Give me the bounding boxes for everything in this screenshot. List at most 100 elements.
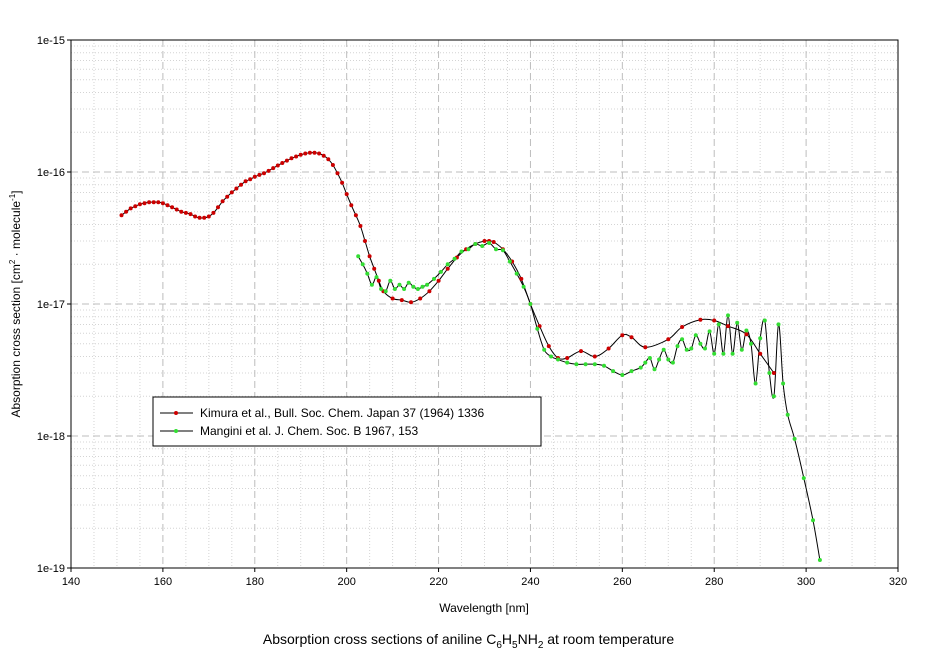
data-point-series-1 (369, 282, 374, 287)
legend-marker-mangini (174, 429, 178, 433)
data-point-series-0 (216, 205, 220, 210)
data-point-series-0 (206, 214, 211, 219)
data-point-series-1 (703, 346, 707, 351)
data-point-series-1 (402, 287, 407, 291)
data-point-series-0 (349, 203, 354, 208)
data-point-series-0 (579, 349, 583, 354)
data-point-series-0 (353, 213, 358, 218)
data-point-series-1 (360, 262, 365, 267)
x-tick-label: 180 (246, 576, 264, 588)
data-point-series-0 (275, 163, 280, 168)
data-point-series-1 (785, 412, 790, 417)
data-point-series-0 (303, 151, 308, 156)
data-point-series-0 (546, 344, 551, 349)
data-point-series-0 (229, 190, 234, 195)
data-point-series-0 (124, 209, 129, 214)
legend-label-mangini: Mangini et al. J. Chem. Soc. B 1967, 153 (200, 424, 418, 438)
legend-label-kimura: Kimura et al., Bull. Soc. Chem. Japan 37… (200, 406, 484, 420)
y-tick-label: 1e-17 (37, 299, 65, 311)
data-point-series-1 (432, 276, 436, 281)
data-point-series-1 (771, 394, 776, 399)
data-point-series-1 (666, 357, 671, 362)
data-point-series-1 (365, 271, 370, 276)
data-point-series-0 (758, 351, 763, 356)
data-point-series-0 (147, 200, 152, 205)
data-point-series-1 (583, 362, 588, 367)
data-point-series-0 (156, 200, 161, 205)
legend-box (152, 396, 542, 447)
data-point-series-0 (234, 186, 239, 191)
data-point-series-1 (420, 284, 425, 289)
data-point-series-0 (170, 205, 175, 210)
data-point-series-0 (243, 179, 248, 184)
data-point-series-1 (473, 242, 478, 246)
data-point-series-1 (556, 357, 560, 362)
data-point-series-1 (611, 369, 616, 374)
data-point-series-1 (661, 347, 666, 352)
data-point-series-0 (390, 296, 395, 301)
data-point-series-0 (326, 157, 331, 162)
data-point-series-0 (307, 150, 312, 155)
data-point-series-1 (749, 341, 753, 346)
y-tick-label: 1e-19 (37, 563, 65, 575)
data-point-series-0 (142, 201, 147, 206)
legend-marker-kimura (174, 411, 178, 415)
data-point-series-1 (374, 275, 379, 280)
data-point-series-0 (160, 201, 165, 206)
data-point-series-0 (358, 224, 363, 228)
x-tick-label: 220 (429, 576, 447, 588)
x-tick-label: 260 (613, 576, 631, 588)
data-point-series-1 (397, 282, 402, 287)
data-point-series-1 (602, 363, 606, 368)
data-point-series-1 (411, 284, 416, 289)
data-point-series-1 (535, 326, 540, 331)
data-point-series-0 (367, 254, 372, 259)
y-tick-label: 1e-15 (37, 35, 65, 47)
data-point-series-1 (392, 287, 397, 291)
data-point-series-1 (744, 328, 749, 333)
data-point-series-1 (452, 256, 457, 261)
data-point-series-0 (317, 151, 322, 156)
data-point-series-0 (592, 354, 597, 359)
data-point-series-1 (792, 436, 797, 441)
data-point-series-1 (716, 322, 721, 327)
data-point-series-1 (542, 347, 547, 352)
data-point-series-0 (257, 172, 262, 177)
data-point-series-0 (137, 202, 142, 207)
x-tick-label: 320 (889, 576, 907, 588)
data-point-series-0 (183, 210, 188, 215)
data-point-series-0 (427, 289, 432, 294)
data-point-series-1 (735, 320, 740, 325)
data-point-series-1 (425, 282, 430, 287)
data-point-series-0 (284, 158, 289, 163)
data-point-series-0 (643, 345, 648, 350)
data-point-series-0 (119, 213, 124, 218)
data-point-series-1 (762, 318, 767, 323)
x-tick-label: 200 (337, 576, 355, 588)
data-point-series-0 (321, 153, 326, 158)
x-tick-label: 160 (154, 576, 172, 588)
data-point-series-1 (647, 356, 652, 360)
data-point-series-1 (801, 476, 806, 481)
data-point-series-0 (344, 192, 349, 197)
data-point-series-1 (620, 373, 625, 377)
data-point-series-1 (592, 362, 597, 367)
data-point-series-0 (252, 174, 257, 179)
series-markers (119, 150, 822, 562)
data-point-series-1 (500, 248, 505, 253)
data-point-series-0 (519, 276, 524, 281)
data-point-series-0 (726, 324, 730, 329)
data-point-series-1 (549, 354, 554, 359)
y-axis-label: Absorption cross section [cm2 · molecule… (8, 190, 23, 417)
data-point-series-0 (565, 356, 570, 360)
data-point-series-0 (280, 161, 285, 165)
data-point-series-1 (406, 280, 411, 285)
x-tick-label: 280 (705, 576, 723, 588)
y-tick-label: 1e-16 (37, 167, 65, 179)
data-point-series-0 (680, 325, 685, 329)
data-point-series-0 (606, 346, 611, 351)
data-point-series-0 (174, 207, 179, 212)
data-point-series-1 (781, 381, 786, 386)
data-point-series-0 (179, 209, 184, 214)
data-point-series-0 (629, 335, 634, 340)
